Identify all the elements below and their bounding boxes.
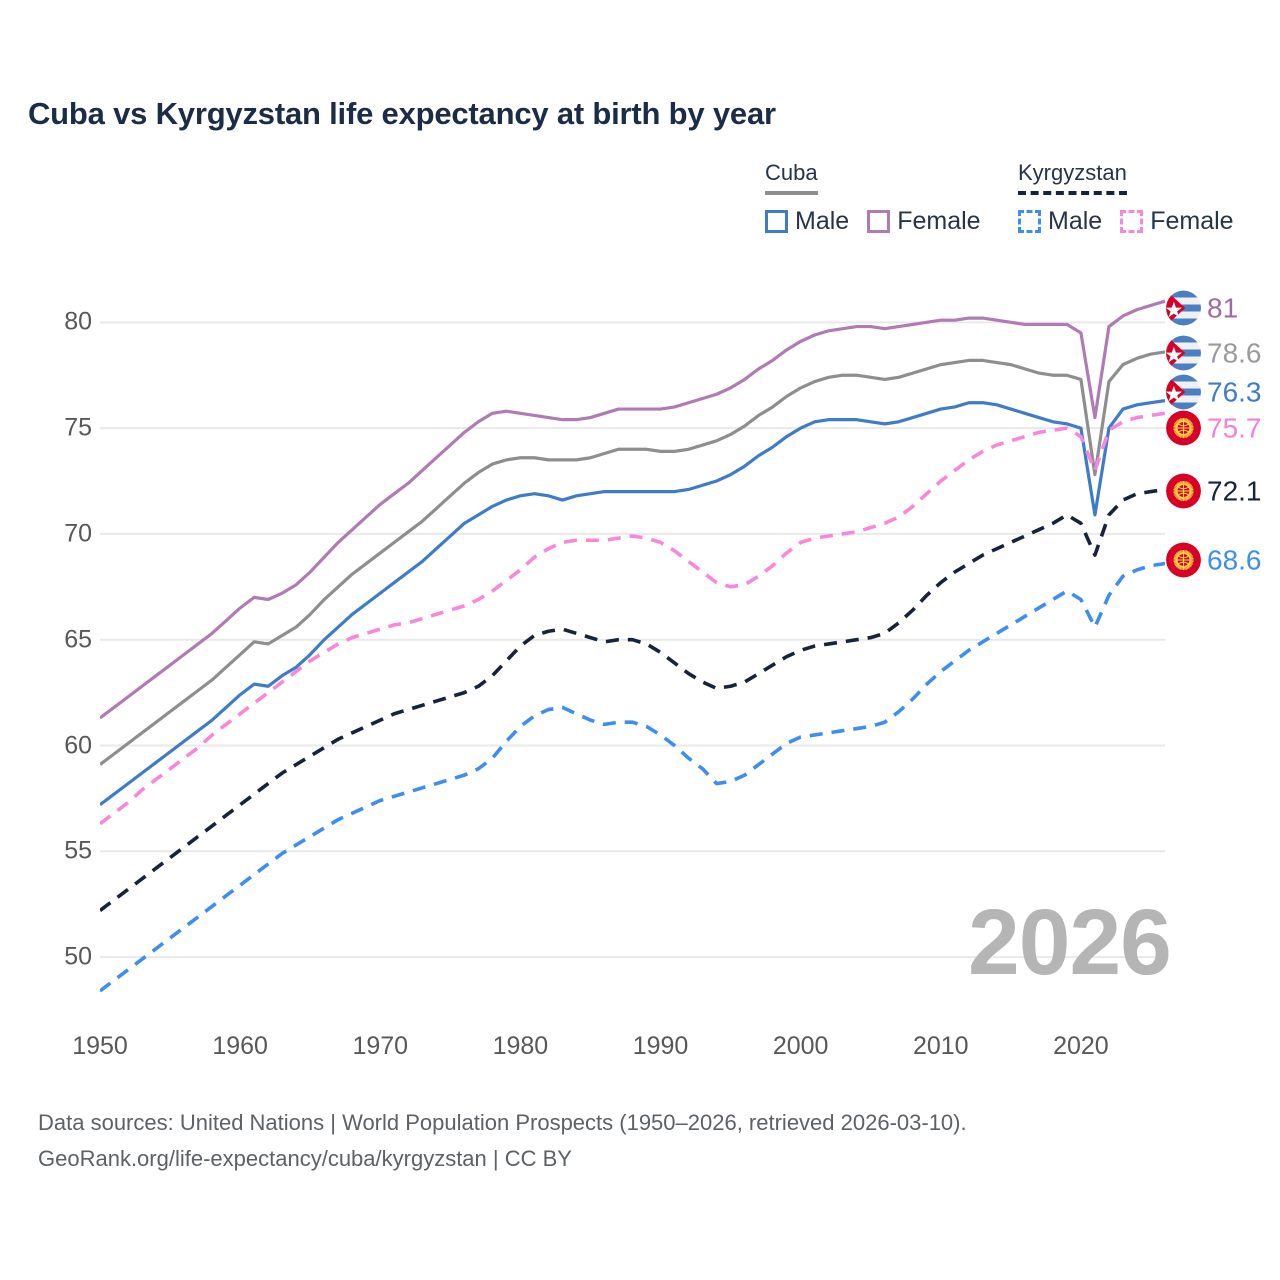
kyrgyzstan-flag-icon [1166, 473, 1201, 509]
end-label-value: 75.7 [1207, 412, 1262, 443]
series-line [100, 350, 1165, 766]
series-end-label: 68.6 [1166, 542, 1262, 578]
series-end-label: 78.6 [1166, 335, 1262, 371]
x-tick-label: 1980 [492, 1032, 549, 1060]
legend-label-kyrgyzstan-female: Female [1150, 207, 1234, 235]
end-label-value: 81 [1207, 292, 1239, 323]
legend-country-kyrgyzstan: Kyrgyzstan [1018, 160, 1127, 195]
x-axis-ticks: 1950 1960 1970 1980 1990 2000 2010 2020 [0, 1032, 1280, 1072]
x-tick-label: 2010 [912, 1032, 969, 1060]
legend-country-cuba: Cuba [765, 160, 818, 195]
kyrgyzstan-flag-icon [1166, 542, 1201, 578]
legend-swatch-kyrgyzstan-female [1120, 210, 1144, 233]
legend-swatch-cuba-male [765, 210, 788, 233]
series-line [100, 411, 1165, 826]
lines-svg [100, 299, 1165, 993]
footer-line-1: Data sources: United Nations | World Pop… [38, 1110, 967, 1135]
series-end-label: 72.1 [1166, 473, 1262, 509]
x-tick-label: 1990 [632, 1032, 689, 1060]
y-tick-label: 50 [64, 942, 92, 971]
series-line [100, 399, 1165, 807]
end-label-value: 68.6 [1207, 544, 1262, 575]
footer-line-2: GeoRank.org/life-expectancy/cuba/kyrgyzs… [38, 1145, 572, 1171]
page-title: Cuba vs Kyrgyzstan life expectancy at bi… [28, 96, 776, 131]
x-tick-label: 2020 [1053, 1032, 1109, 1060]
legend-item-kyrgyzstan-female[interactable]: Female [1120, 207, 1234, 236]
series-line [100, 299, 1165, 720]
legend-group-kyrgyzstan: Kyrgyzstan Male Female [1018, 160, 1234, 236]
year-watermark: 2026 [968, 890, 1172, 994]
legend-item-kyrgyzstan-male[interactable]: Male [1018, 207, 1102, 236]
legend-swatch-kyrgyzstan-male [1018, 210, 1041, 233]
cuba-flag-icon [1166, 335, 1201, 371]
x-tick-label: 1960 [212, 1032, 268, 1060]
y-tick-label: 60 [64, 731, 92, 759]
end-label-value: 76.3 [1207, 376, 1262, 407]
y-tick-label: 55 [64, 836, 92, 865]
x-tick-label: 1970 [352, 1032, 409, 1060]
legend-item-cuba-female[interactable]: Female [867, 207, 981, 236]
legend-label-cuba-female: Female [897, 207, 981, 235]
chart-legend: Cuba Male Female Kyrgyzstan Male [760, 160, 1260, 240]
series-line [100, 487, 1165, 912]
y-tick-label: 80 [64, 307, 92, 336]
y-tick-label: 65 [64, 625, 92, 654]
legend-swatch-cuba-female [867, 210, 891, 233]
plot-area [100, 280, 1165, 1010]
y-tick-label: 70 [64, 519, 92, 548]
end-label-value: 78.6 [1207, 337, 1262, 368]
series-end-label: 75.7 [1166, 410, 1262, 446]
legend-label-kyrgyzstan-male: Male [1048, 207, 1103, 235]
end-label-value: 72.1 [1207, 475, 1262, 506]
x-tick-label: 2000 [772, 1032, 829, 1060]
x-tick-label: 1950 [72, 1032, 128, 1060]
legend-group-cuba: Cuba Male Female [765, 160, 981, 236]
series-line [100, 561, 1165, 993]
series-end-label: 76.3 [1166, 374, 1262, 410]
cuba-flag-icon [1166, 290, 1201, 326]
kyrgyzstan-flag-icon [1166, 410, 1201, 446]
y-tick-label: 75 [64, 413, 92, 442]
legend-label-cuba-male: Male [795, 207, 850, 235]
y-axis-ticks: 50 55 60 65 70 75 80 [0, 280, 92, 1010]
cuba-flag-icon [1166, 374, 1201, 410]
series-end-label: 81 [1166, 290, 1239, 326]
footer: Data sources: United Nations | World Pop… [38, 1105, 1238, 1176]
legend-item-cuba-male[interactable]: Male [765, 207, 849, 236]
